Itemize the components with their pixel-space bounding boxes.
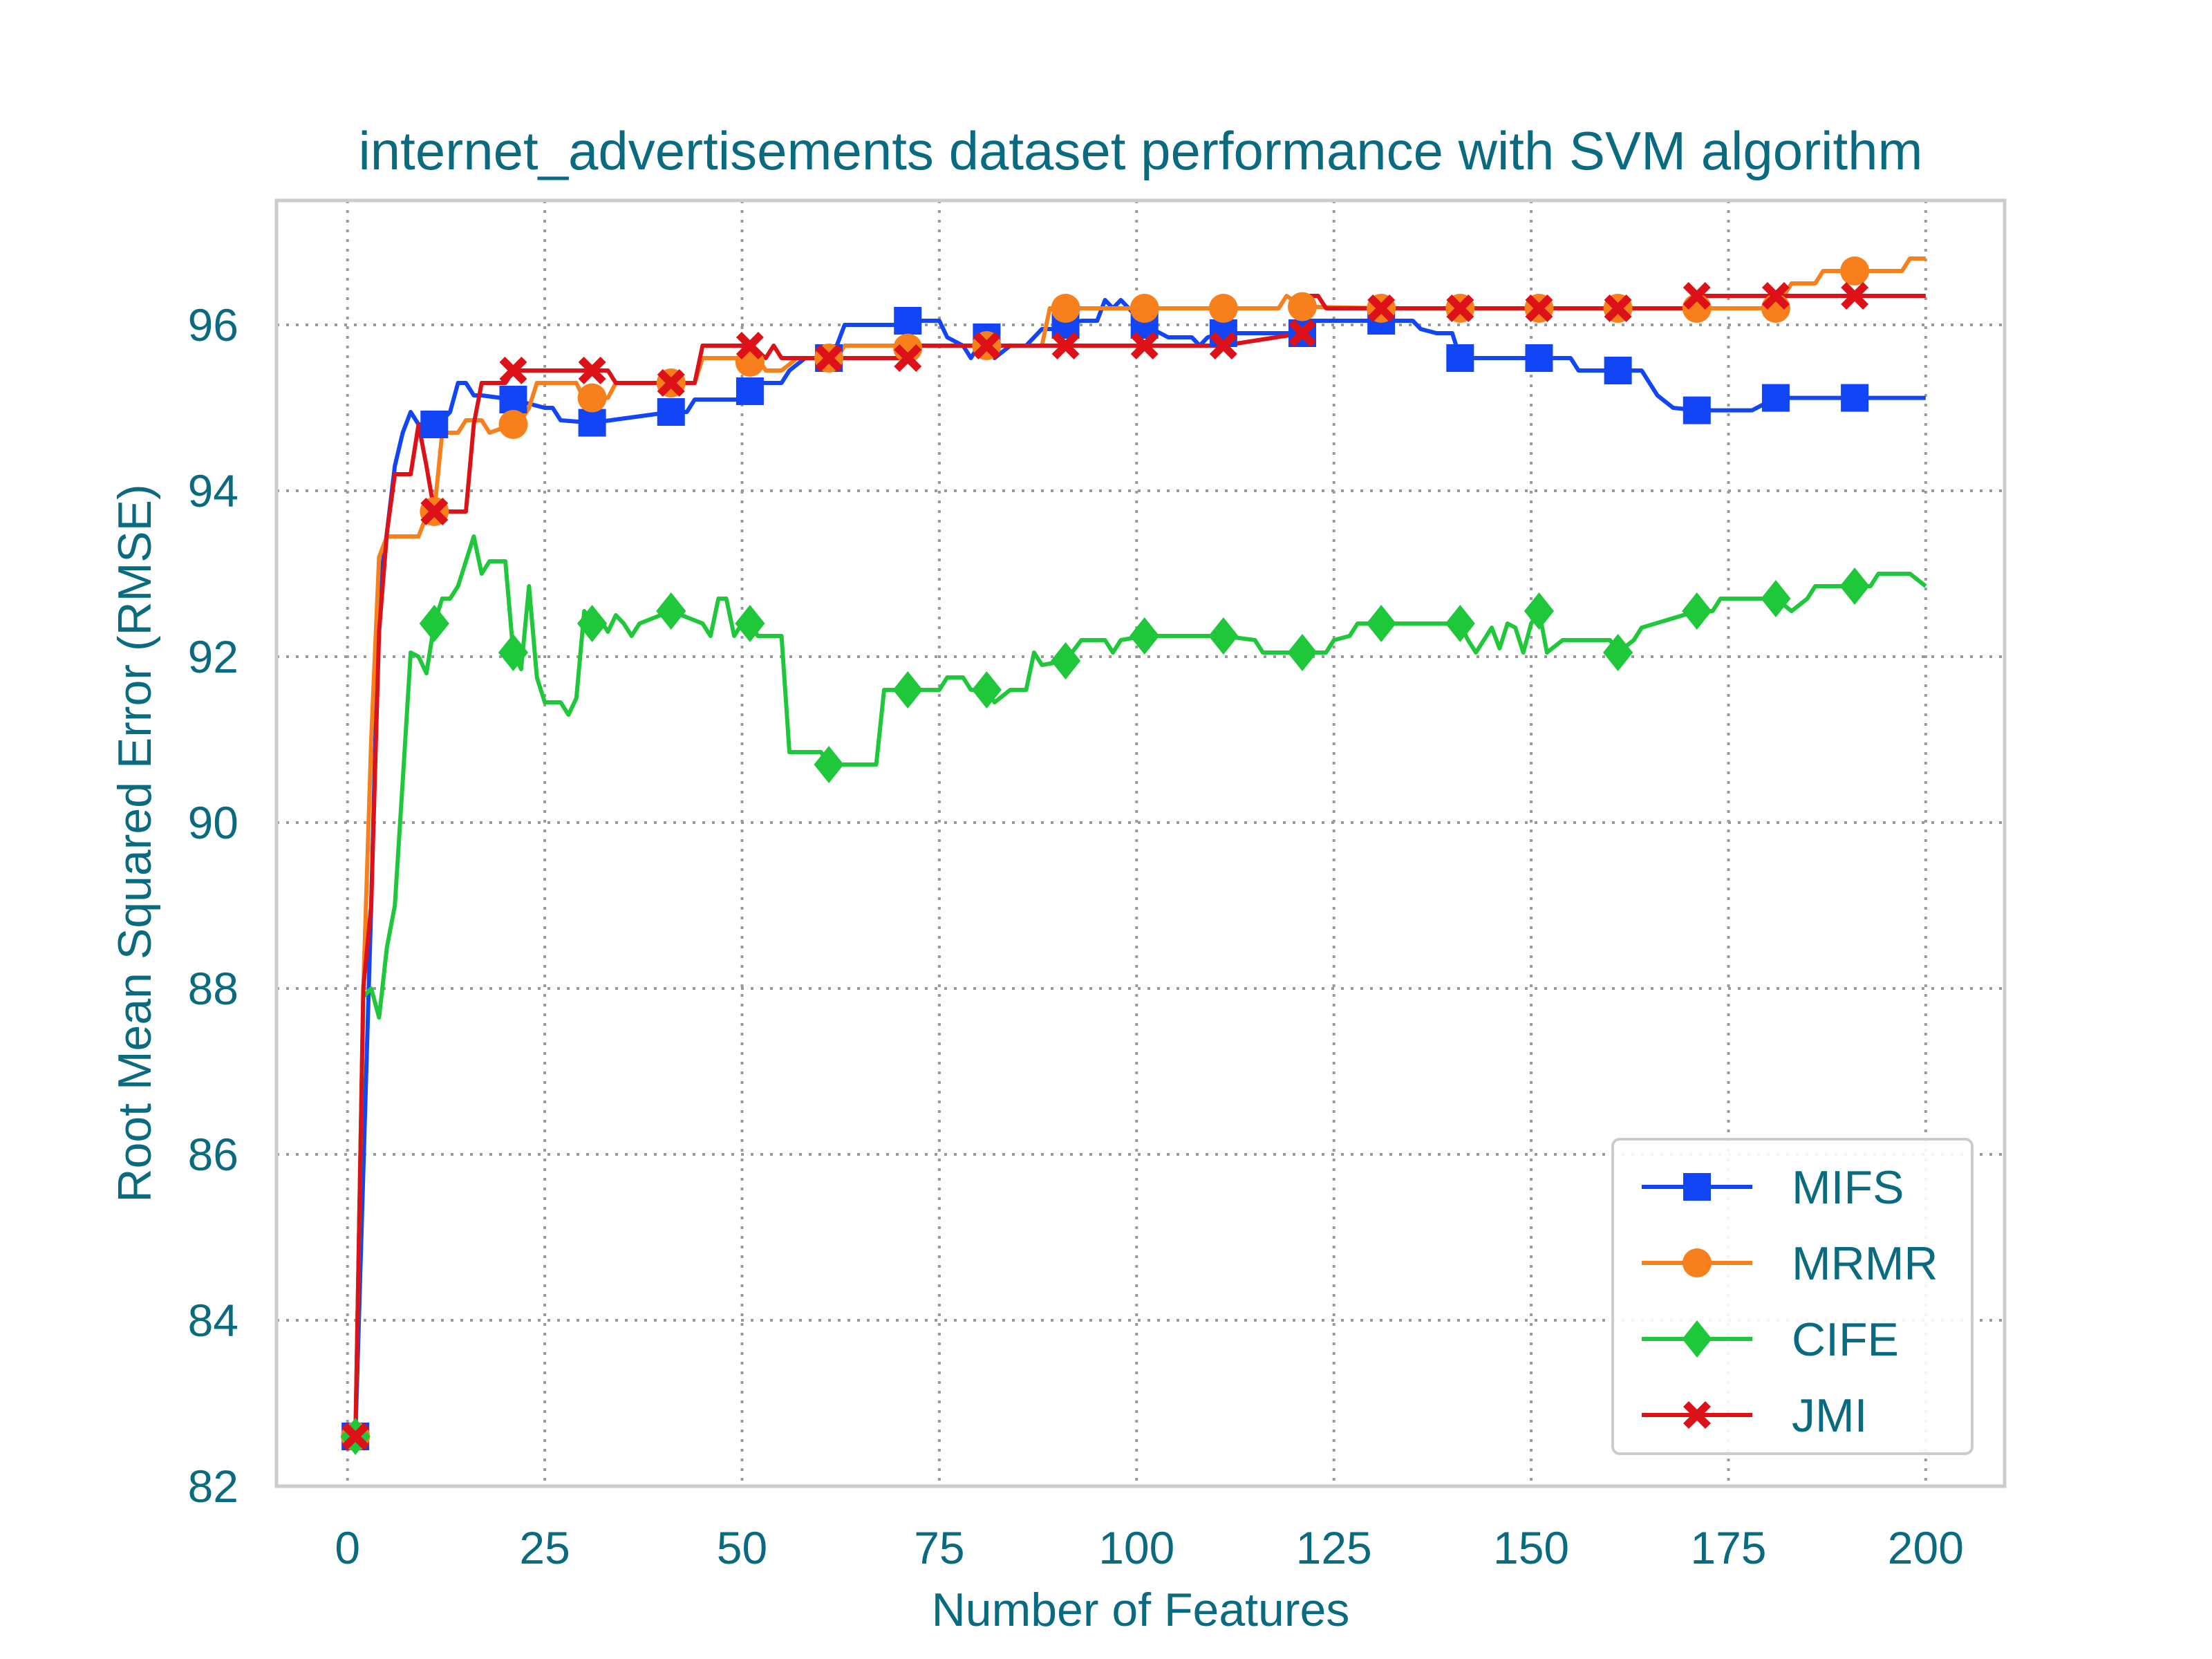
data-point-jmi [1683, 282, 1711, 310]
data-point-jmi [1288, 319, 1317, 347]
data-point-cife [1839, 568, 1870, 605]
y-tick-label: 94 [188, 465, 238, 516]
data-point-mifs [420, 411, 449, 438]
plot-frame [274, 198, 2007, 1488]
legend-label-cife: CIFE [1792, 1313, 1899, 1366]
data-point-cife [419, 605, 449, 642]
x-tick-label: 200 [1888, 1522, 1964, 1573]
legend-marker-jmi [1683, 1401, 1711, 1429]
data-point-jmi [1841, 282, 1869, 310]
x-axis-label: Number of Features [932, 1584, 1350, 1636]
legend-label-mrmr: MRMR [1792, 1237, 1938, 1290]
data-point-cife [1130, 617, 1160, 655]
data-point-jmi [1604, 294, 1632, 322]
data-point-cife [1603, 634, 1633, 671]
data-point-mrmr [1288, 292, 1318, 321]
data-point-mifs [894, 307, 922, 335]
data-point-cife [735, 605, 765, 642]
data-point-jmi [1130, 332, 1159, 359]
data-point-jmi [499, 357, 527, 384]
x-tick-label: 0 [335, 1522, 360, 1573]
data-point-mifs [499, 386, 527, 413]
chart-title: internet_advertisements dataset performa… [358, 120, 1922, 181]
data-point-mifs [1604, 357, 1632, 384]
y-tick-label: 84 [188, 1295, 238, 1346]
y-tick-label: 96 [188, 299, 238, 350]
y-tick-label: 92 [188, 631, 238, 682]
legend-marker-cife [1682, 1320, 1712, 1358]
data-point-jmi [657, 369, 685, 397]
data-point-cife [656, 592, 686, 630]
data-point-cife [892, 671, 923, 709]
x-tick-label: 175 [1690, 1522, 1766, 1573]
y-tick-label: 86 [188, 1129, 238, 1180]
data-point-mifs [1525, 344, 1553, 372]
legend-marker-mrmr [1683, 1248, 1712, 1277]
data-point-jmi [420, 498, 449, 525]
x-tick-label: 75 [914, 1522, 964, 1573]
data-point-cife [971, 671, 1002, 709]
data-point-cife [814, 746, 844, 783]
data-point-cife [1366, 605, 1396, 642]
data-point-cife [1524, 592, 1555, 630]
data-point-cife [1682, 592, 1712, 630]
x-tick-label: 25 [519, 1522, 570, 1573]
data-point-jmi [1525, 294, 1553, 322]
data-point-cife [1050, 642, 1081, 679]
data-point-jmi [894, 344, 922, 372]
y-axis-label: Root Mean Squared Error (RMSE) [109, 484, 161, 1202]
data-point-jmi [1761, 282, 1790, 310]
data-point-mifs [578, 409, 606, 437]
legend-label-jmi: JMI [1792, 1389, 1868, 1442]
y-tick-label: 88 [188, 963, 238, 1014]
data-point-mifs [1446, 344, 1474, 372]
data-point-cife [1445, 605, 1475, 642]
data-point-mrmr [577, 383, 607, 413]
data-point-mifs [657, 398, 685, 426]
x-tick-label: 125 [1296, 1522, 1372, 1573]
data-point-cife [1761, 580, 1791, 617]
data-point-mrmr [498, 410, 528, 439]
data-point-mrmr [1840, 256, 1870, 285]
data-point-jmi [1367, 294, 1396, 322]
x-tick-label: 100 [1098, 1522, 1174, 1573]
legend-label-mifs: MIFS [1792, 1161, 1904, 1214]
data-point-jmi [973, 332, 1001, 359]
data-point-cife [1287, 634, 1318, 671]
data-point-cife [577, 605, 608, 642]
series-markers [340, 256, 1870, 1455]
legend-marker-mifs [1683, 1173, 1711, 1201]
data-point-mifs [1841, 384, 1869, 412]
data-point-mrmr [1208, 294, 1238, 323]
data-point-mrmr [1130, 294, 1159, 323]
data-point-jmi [578, 357, 606, 384]
data-point-jmi [1051, 332, 1080, 359]
data-point-cife [498, 634, 529, 671]
data-point-cife [1208, 617, 1239, 655]
data-point-mrmr [1051, 294, 1080, 323]
data-point-jmi [735, 332, 764, 359]
data-point-mifs [735, 377, 764, 405]
data-point-jmi [1209, 332, 1237, 359]
x-tick-label: 150 [1493, 1522, 1569, 1573]
data-point-mifs [1683, 396, 1711, 424]
y-tick-label: 82 [188, 1461, 238, 1512]
data-point-jmi [815, 344, 843, 372]
data-point-jmi [341, 1423, 370, 1450]
legend-box [1611, 1138, 1974, 1455]
y-tick-label: 90 [188, 797, 238, 848]
legend: MIFS MRMR CIFE JMI [1611, 1138, 1974, 1455]
axis-ticks: 0 25 50 75 100 125 150 175 200 82 84 86 88 90 92 94 96 [188, 299, 1964, 1573]
data-point-jmi [1446, 294, 1474, 322]
x-tick-label: 50 [717, 1522, 767, 1573]
data-point-mifs [1761, 384, 1790, 412]
